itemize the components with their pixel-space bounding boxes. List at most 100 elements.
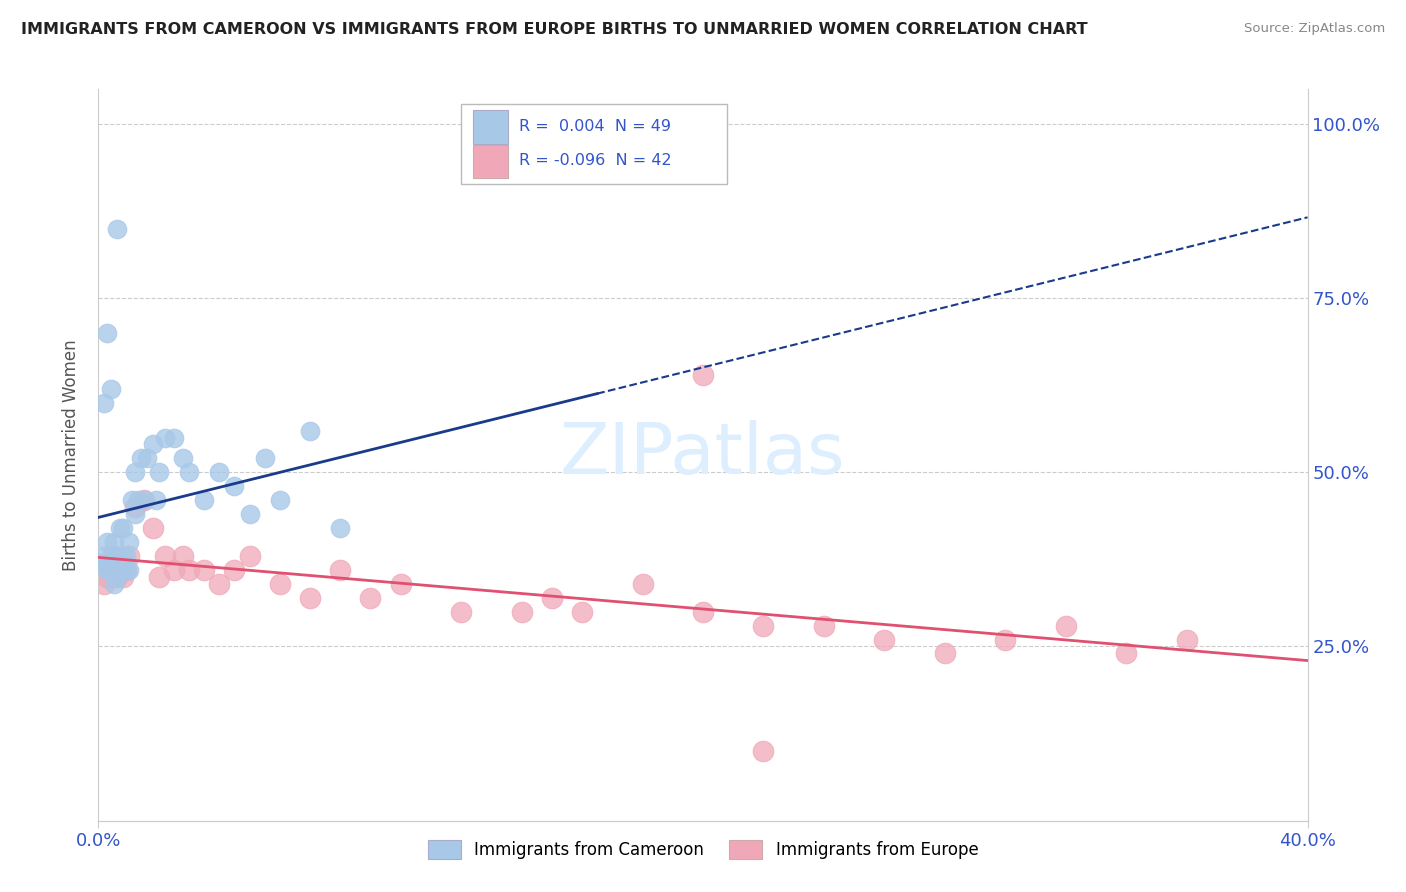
Point	[329, 563, 352, 577]
Point	[103, 535, 125, 549]
Point	[118, 549, 141, 563]
Point	[90, 556, 112, 570]
Point	[172, 451, 194, 466]
FancyBboxPatch shape	[474, 111, 509, 144]
Point	[111, 521, 134, 535]
Point	[103, 576, 125, 591]
Point	[142, 437, 165, 451]
Point	[100, 382, 122, 396]
Point	[96, 556, 118, 570]
Point	[100, 563, 122, 577]
Point	[208, 466, 231, 480]
Point	[142, 521, 165, 535]
Point	[96, 563, 118, 577]
Point	[108, 563, 131, 577]
Point	[360, 591, 382, 605]
Point	[105, 570, 128, 584]
Point	[105, 221, 128, 235]
Point	[269, 493, 291, 508]
Text: Source: ZipAtlas.com: Source: ZipAtlas.com	[1244, 22, 1385, 36]
Point	[510, 605, 533, 619]
Legend: Immigrants from Cameroon, Immigrants from Europe: Immigrants from Cameroon, Immigrants fro…	[419, 831, 987, 867]
Point	[631, 576, 654, 591]
Point	[118, 563, 141, 577]
Point	[105, 549, 128, 563]
Point	[153, 549, 176, 563]
Point	[813, 618, 835, 632]
Point	[172, 549, 194, 563]
Point	[108, 521, 131, 535]
Text: R = -0.096  N = 42: R = -0.096 N = 42	[519, 153, 672, 169]
Point	[873, 632, 896, 647]
Point	[103, 563, 125, 577]
Point	[450, 605, 472, 619]
Point	[111, 563, 134, 577]
Point	[148, 466, 170, 480]
Point	[389, 576, 412, 591]
Point	[127, 493, 149, 508]
Point	[692, 605, 714, 619]
Point	[100, 549, 122, 563]
Point	[114, 563, 136, 577]
Text: R =  0.004  N = 49: R = 0.004 N = 49	[519, 119, 671, 134]
Point	[135, 451, 157, 466]
Point	[179, 563, 201, 577]
Point	[224, 563, 246, 577]
Point	[540, 591, 562, 605]
Point	[239, 549, 262, 563]
Point	[103, 549, 125, 563]
Point	[153, 430, 176, 444]
Point	[994, 632, 1017, 647]
Point	[103, 549, 125, 563]
Point	[96, 570, 118, 584]
Point	[253, 451, 276, 466]
Point	[105, 570, 128, 584]
Point	[124, 466, 146, 480]
Point	[239, 507, 262, 521]
Point	[299, 424, 322, 438]
Point	[93, 556, 115, 570]
Point	[132, 493, 155, 508]
Point	[692, 368, 714, 382]
Point	[1115, 647, 1137, 661]
FancyBboxPatch shape	[461, 103, 727, 185]
FancyBboxPatch shape	[474, 145, 509, 178]
Point	[111, 549, 134, 563]
Point	[934, 647, 956, 661]
Point	[124, 500, 146, 515]
Point	[132, 493, 155, 508]
Point	[145, 493, 167, 508]
Point	[1175, 632, 1198, 647]
Point	[114, 563, 136, 577]
Point	[179, 466, 201, 480]
Point	[129, 451, 152, 466]
Point	[118, 535, 141, 549]
Point	[93, 576, 115, 591]
Point	[1054, 618, 1077, 632]
Point	[571, 605, 593, 619]
Point	[111, 570, 134, 584]
Point	[114, 549, 136, 563]
Point	[269, 576, 291, 591]
Text: ZIPatlas: ZIPatlas	[560, 420, 846, 490]
Y-axis label: Births to Unmarried Women: Births to Unmarried Women	[62, 339, 80, 571]
Text: IMMIGRANTS FROM CAMEROON VS IMMIGRANTS FROM EUROPE BIRTHS TO UNMARRIED WOMEN COR: IMMIGRANTS FROM CAMEROON VS IMMIGRANTS F…	[21, 22, 1088, 37]
Point	[752, 618, 775, 632]
Point	[193, 493, 215, 508]
Point	[208, 576, 231, 591]
Point	[329, 521, 352, 535]
Point	[100, 563, 122, 577]
Point	[96, 326, 118, 340]
Point	[193, 563, 215, 577]
Point	[163, 430, 186, 444]
Point	[93, 549, 115, 563]
Point	[163, 563, 186, 577]
Point	[148, 570, 170, 584]
Point	[299, 591, 322, 605]
Point	[108, 563, 131, 577]
Point	[121, 493, 143, 508]
Point	[96, 535, 118, 549]
Point	[93, 395, 115, 409]
Point	[124, 507, 146, 521]
Point	[224, 479, 246, 493]
